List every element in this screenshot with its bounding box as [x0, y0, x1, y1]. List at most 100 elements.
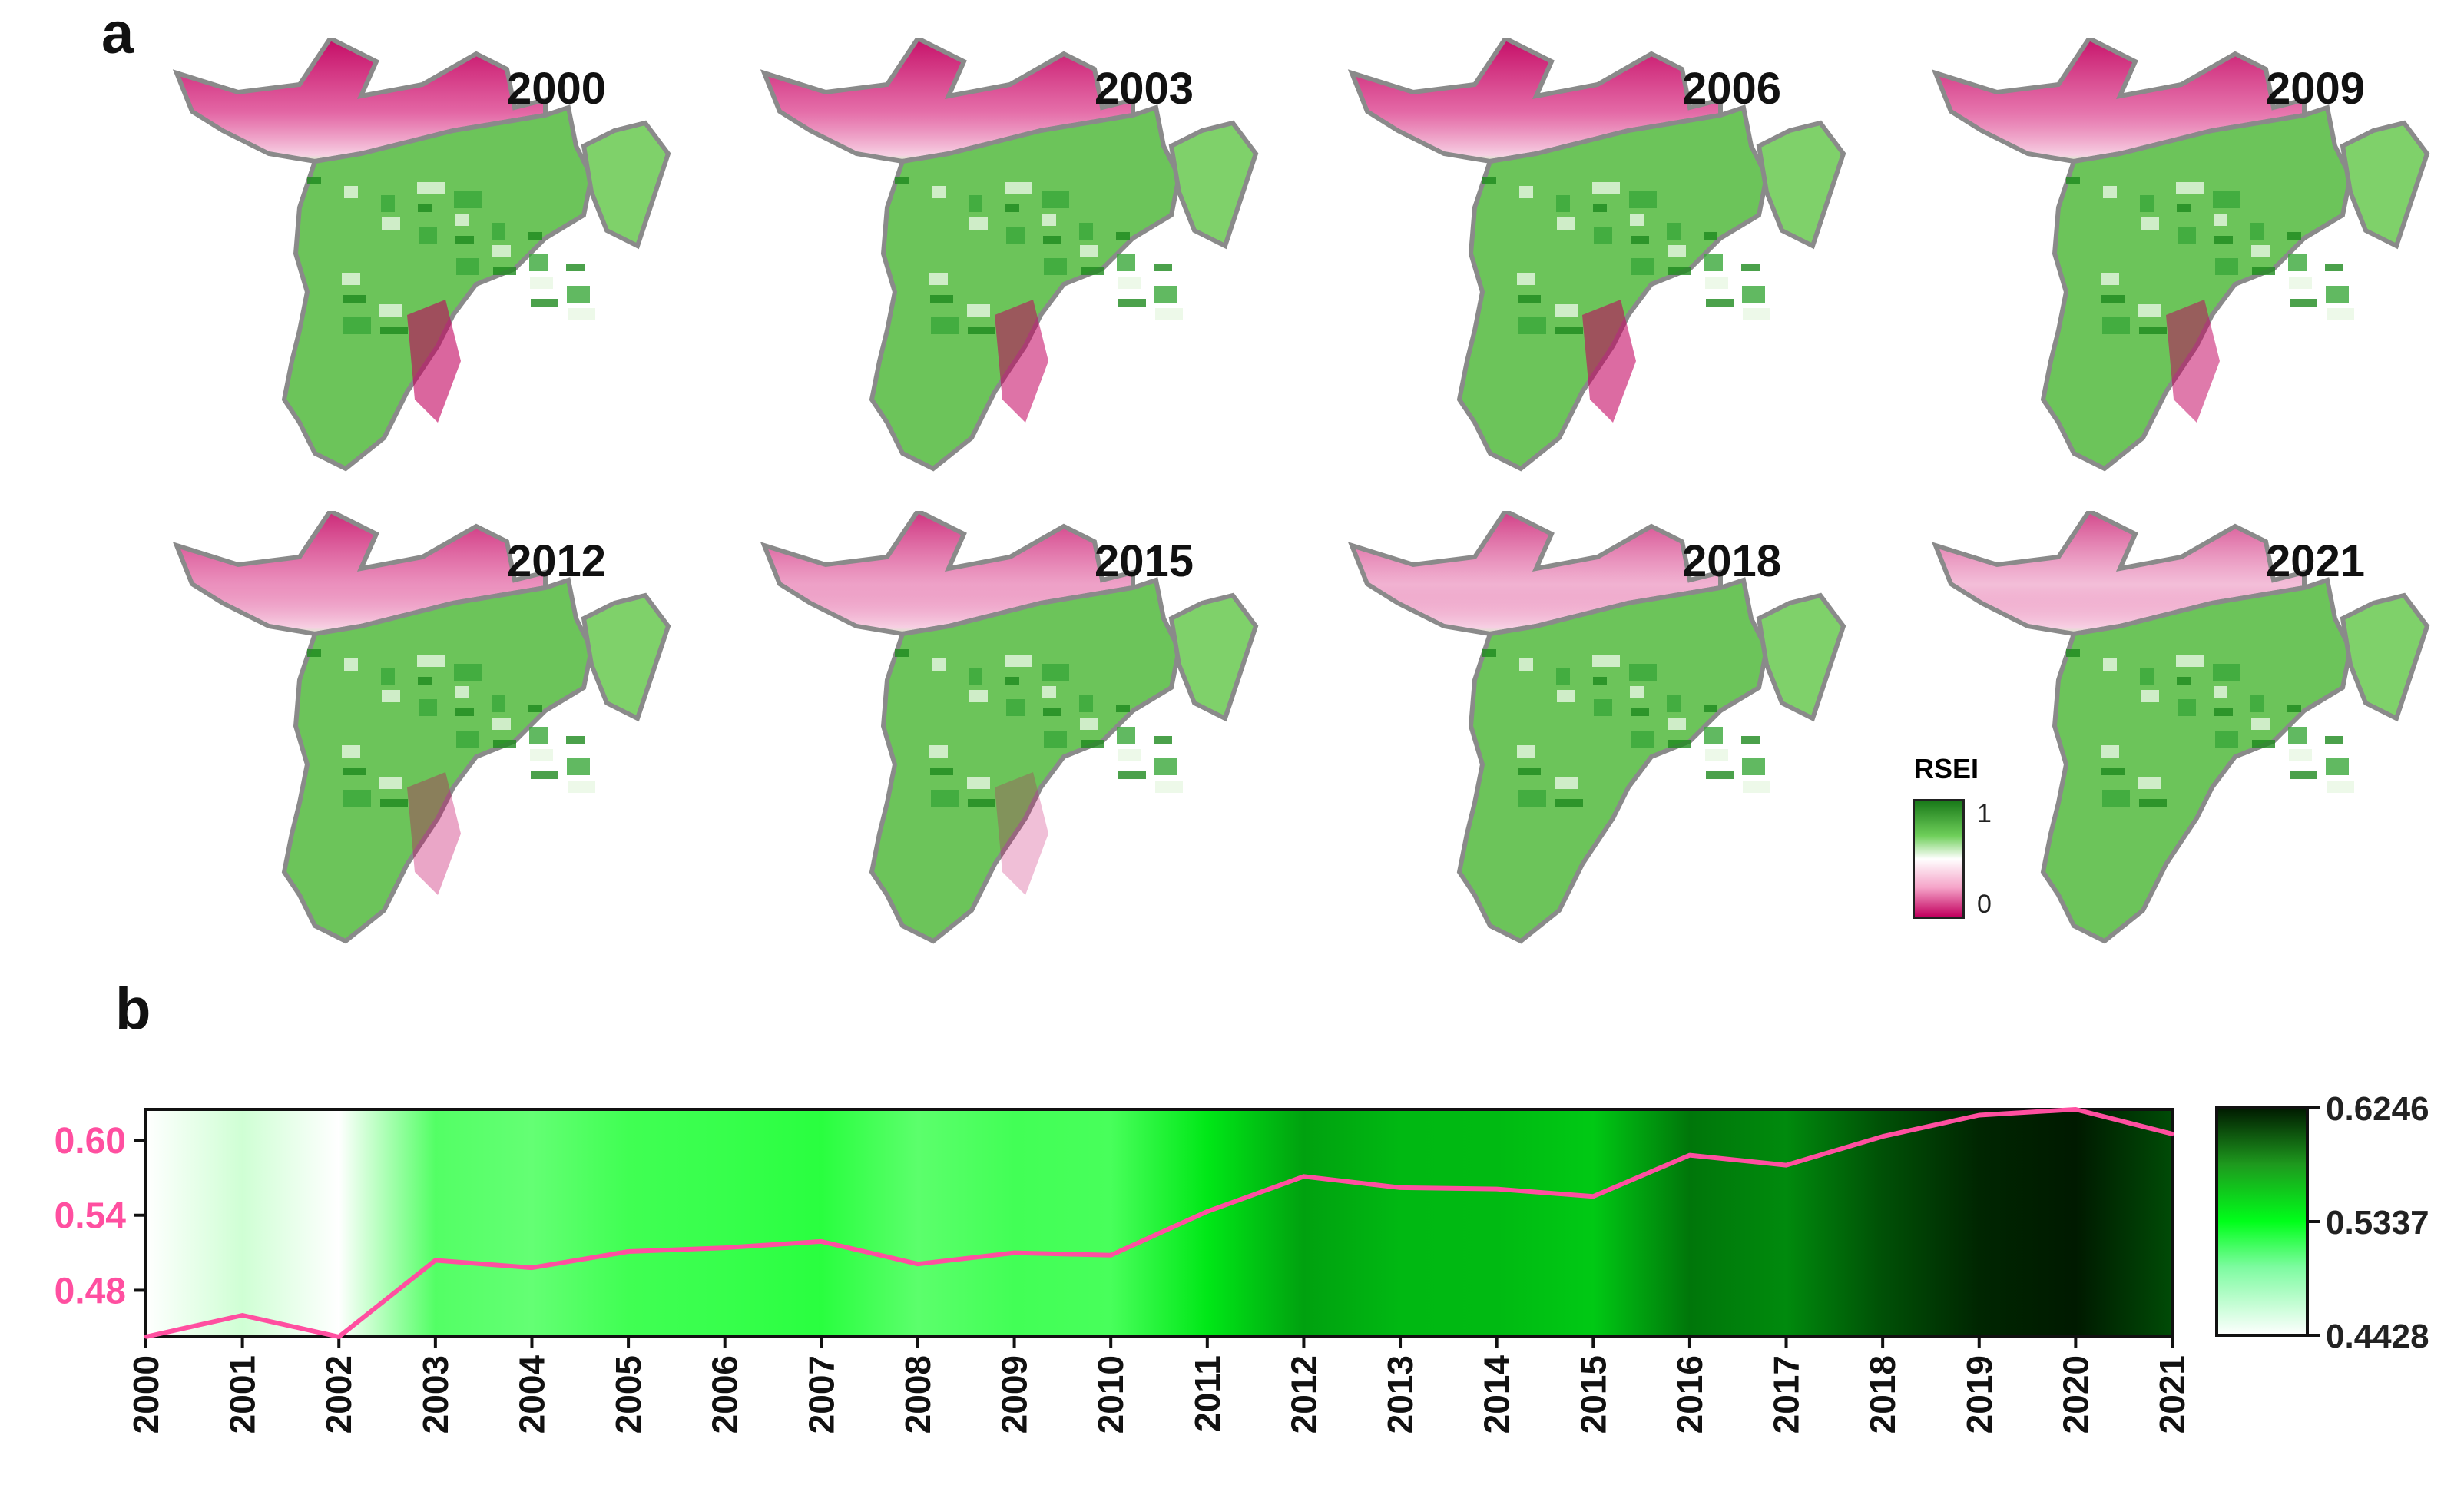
heat-strip-background [146, 1109, 2172, 1337]
map-texture-patch [2250, 223, 2264, 240]
map-texture-patch [1630, 686, 1644, 698]
map-texture-patch [379, 304, 402, 317]
rsei-data-point [819, 1239, 823, 1244]
map-texture-patch [931, 790, 959, 807]
map-texture-patch [1117, 727, 1135, 744]
rsei-map [760, 35, 1259, 472]
map-texture-patch [932, 186, 946, 198]
map-texture-patch [1705, 749, 1728, 761]
map-texture-patch [2290, 771, 2317, 779]
rsei-trend-line [145, 1107, 2173, 1339]
map-texture-patch [456, 731, 479, 748]
map-region-east [1756, 120, 1846, 250]
map-region-east [2340, 120, 2430, 250]
map-texture-patch [2103, 658, 2117, 671]
rsei-map [1931, 35, 2430, 472]
map-texture-patch [1154, 264, 1172, 271]
map-texture-patch [1518, 790, 1546, 807]
map-year-label: 2015 [1095, 536, 1194, 586]
panel-b-label: b [115, 976, 151, 1042]
map-texture-patch [1116, 232, 1130, 240]
x-tick-label: 2000 [126, 1355, 166, 1434]
map-texture-patch [2288, 254, 2307, 271]
map-texture-patch [1519, 186, 1533, 198]
map-year-label: 2009 [2266, 64, 2366, 114]
map-texture-patch [2141, 690, 2159, 702]
rsei-data-point [1012, 1251, 1017, 1255]
x-tick-label: 2006 [705, 1355, 745, 1434]
map-texture-patch [1742, 286, 1765, 303]
rsei-legend-min-label: 0 [1977, 890, 1992, 919]
map-texture-patch [2250, 695, 2264, 712]
map-year-label: 2003 [1095, 64, 1194, 114]
map-texture-patch [1518, 317, 1546, 334]
map-region-east [1168, 592, 1259, 722]
rsei-data-point [336, 1335, 341, 1339]
map-texture-patch [2178, 699, 2196, 716]
map-texture-patch [2101, 273, 2119, 285]
x-tick-label: 2014 [1477, 1355, 1517, 1434]
map-texture-patch [380, 327, 408, 334]
rsei-map [760, 508, 1259, 944]
map-texture-patch [456, 258, 479, 275]
map-texture-patch [2290, 299, 2317, 307]
map-texture-patch [1668, 718, 1686, 730]
map-low-patch [1582, 300, 1636, 423]
map-texture-patch [1743, 781, 1770, 793]
map-region-south [869, 577, 1182, 944]
map-texture-patch [455, 686, 469, 698]
map-texture-patch [1594, 227, 1612, 244]
map-texture-patch [1482, 649, 1496, 657]
map-texture-patch [969, 217, 988, 230]
map-texture-patch [382, 217, 400, 230]
map-texture-patch [1080, 718, 1098, 730]
map-low-patch [995, 772, 1048, 895]
map-texture-patch [1668, 245, 1686, 257]
map-texture-patch [566, 264, 585, 271]
map-texture-patch [455, 708, 474, 716]
map-texture-patch [2251, 718, 2270, 730]
map-texture-patch [1741, 264, 1760, 271]
map-texture-patch [2138, 777, 2161, 789]
map-texture-patch [1555, 304, 1578, 317]
map-texture-patch [930, 295, 953, 303]
map-texture-patch [530, 277, 553, 289]
map-texture-patch [1557, 690, 1575, 702]
map-texture-patch [1042, 214, 1056, 226]
map-texture-patch [2287, 232, 2301, 240]
map-texture-patch [969, 690, 988, 702]
map-texture-patch [2138, 304, 2161, 317]
map-texture-patch [2215, 731, 2238, 748]
rsei-data-point [240, 1313, 245, 1318]
map-texture-patch [1556, 195, 1570, 212]
map-texture-patch [342, 745, 360, 758]
rsei-data-point [916, 1262, 920, 1266]
map-texture-patch [1592, 182, 1620, 194]
map-region-east [581, 592, 671, 722]
map-texture-patch [418, 204, 432, 212]
map-texture-patch [343, 295, 366, 303]
rsei-map [1347, 35, 1846, 472]
map-texture-patch [2140, 668, 2154, 685]
map-texture-patch [1517, 745, 1535, 758]
map-texture-patch [969, 195, 982, 212]
map-texture-patch [968, 799, 995, 807]
map-texture-patch [528, 232, 542, 240]
map-texture-patch [1668, 267, 1691, 275]
map-texture-patch [2213, 664, 2240, 681]
map-year-label: 2021 [2266, 536, 2366, 586]
rsei-data-point [529, 1265, 534, 1270]
rsei-map-tile: 2021 [1874, 508, 2464, 972]
map-region-south [2040, 577, 2353, 944]
map-texture-patch [382, 690, 400, 702]
rsei-map-tile: 2012 [115, 508, 714, 972]
map-texture-patch [2176, 182, 2204, 194]
map-texture-patch [381, 668, 395, 685]
rsei-data-point [2170, 1132, 2174, 1136]
map-texture-patch [531, 299, 558, 307]
map-year-label: 2006 [1682, 64, 1782, 114]
map-texture-patch [2102, 790, 2130, 807]
map-texture-patch [1005, 204, 1019, 212]
map-texture-patch [1629, 664, 1657, 681]
x-tick-label: 2015 [1573, 1355, 1613, 1434]
